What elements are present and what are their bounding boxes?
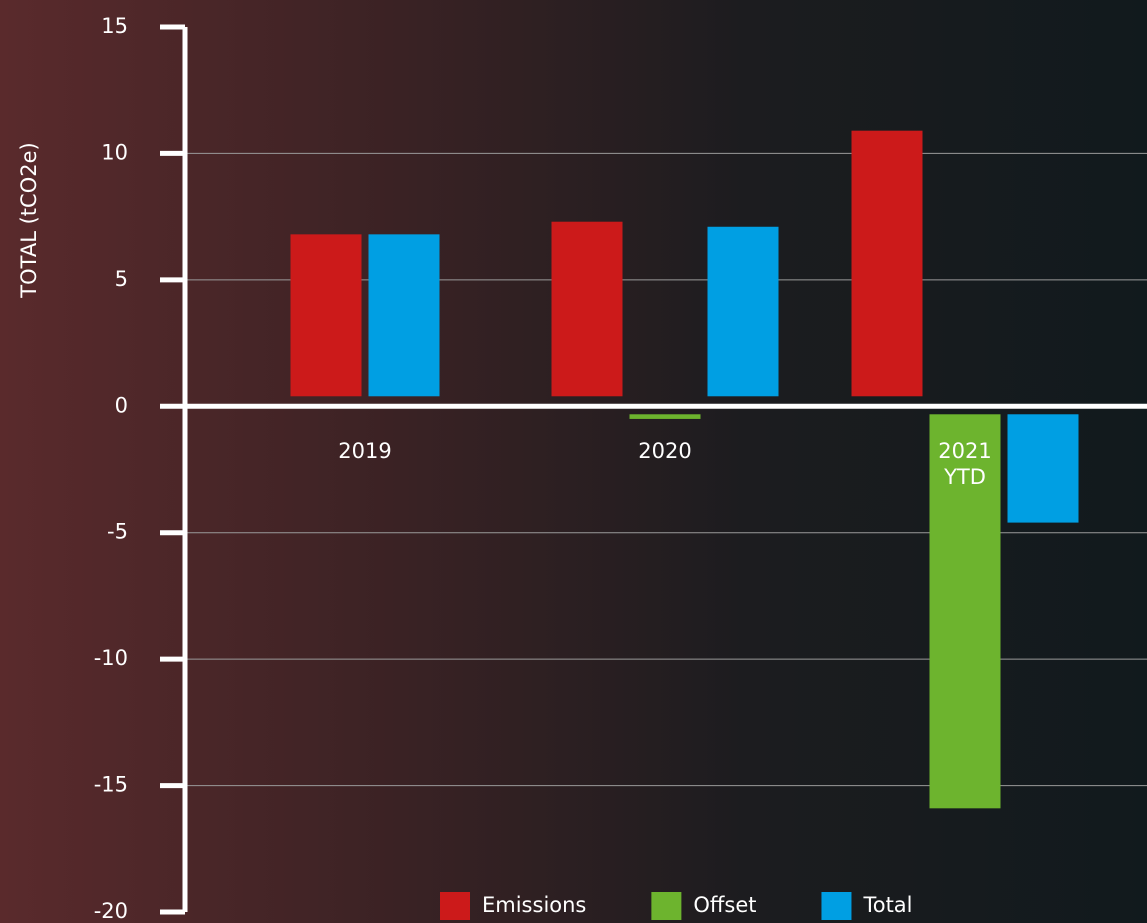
y-tick-label: 0 (115, 393, 128, 417)
legend-swatch (651, 892, 682, 920)
x-tick-label: 2020 (638, 439, 692, 464)
x-tick-label: 2021 YTD (938, 439, 992, 490)
x-tick-label: 2019 (338, 439, 392, 464)
legend-label: Total (862, 893, 912, 917)
legend-swatch (440, 892, 470, 920)
legend-label: Offset (693, 893, 756, 917)
y-tick-label: -15 (94, 773, 128, 797)
bar (929, 414, 1001, 809)
bar (290, 234, 362, 397)
y-tick-label: 5 (115, 267, 128, 291)
legend-label: Emissions (482, 893, 586, 917)
y-tick-label: 10 (101, 140, 128, 164)
bar (851, 130, 923, 397)
bar (368, 234, 440, 397)
bar (1007, 414, 1079, 523)
legend-swatch (821, 892, 852, 920)
y-axis-label: TOTAL (tCO2e) (17, 142, 41, 298)
bar (707, 226, 779, 397)
bar (629, 414, 701, 419)
y-tick-label: -10 (94, 646, 128, 670)
y-tick-label: 15 (101, 14, 128, 38)
y-tick-label: -20 (94, 899, 128, 923)
bar (551, 221, 623, 397)
y-tick-label: -5 (107, 520, 128, 544)
